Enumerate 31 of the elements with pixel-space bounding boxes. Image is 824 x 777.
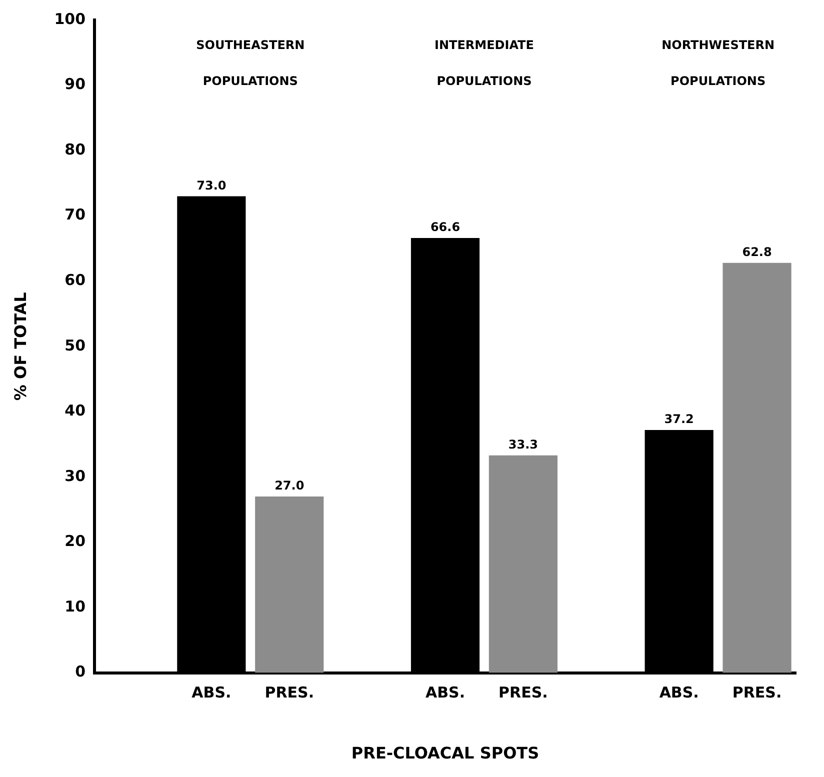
y-tick-label: 10 [64, 597, 86, 616]
data-label: 66.6 [430, 220, 460, 234]
text: INTERMEDIATE POPULATIONS [434, 38, 534, 88]
y-tick-label: 100 [54, 10, 86, 28]
x-tick-label: ABS. [659, 684, 699, 702]
y-tick-label: 90 [64, 75, 86, 94]
data-label: 27.0 [274, 478, 304, 493]
bar [255, 496, 324, 673]
y-tick-label: 80 [64, 140, 86, 158]
y-tick-label: 70 [64, 206, 86, 224]
data-label: 37.2 [664, 412, 694, 426]
y-tick-label: 40 [64, 402, 86, 420]
y-tick-label: 20 [64, 532, 86, 550]
x-axis-title: PRE-CLOACAL SPOTS [351, 744, 540, 763]
bar [488, 455, 558, 673]
text: NORTHWESTERN POPULATIONS [662, 38, 775, 88]
x-tick-label: PRES. [264, 684, 314, 702]
data-label: 62.8 [742, 244, 772, 259]
x-tick-label: PRES. [732, 684, 782, 702]
text: SOUTHEASTERN POPULATIONS [196, 38, 305, 88]
y-tick-label: 60 [64, 271, 86, 290]
y-tick-label: 30 [64, 466, 86, 485]
data-label: 33.3 [508, 438, 538, 452]
x-tick-label: PRES. [498, 684, 548, 702]
x-tick-label: ABS. [425, 684, 466, 702]
y-tick-label: 50 [64, 336, 86, 354]
data-label: 73.0 [196, 178, 226, 192]
x-tick-label: ABS. [192, 684, 232, 702]
y-tick-label: 0 [75, 662, 86, 681]
y-axis-title: % OF TOTAL [10, 292, 30, 401]
bar [722, 262, 792, 673]
